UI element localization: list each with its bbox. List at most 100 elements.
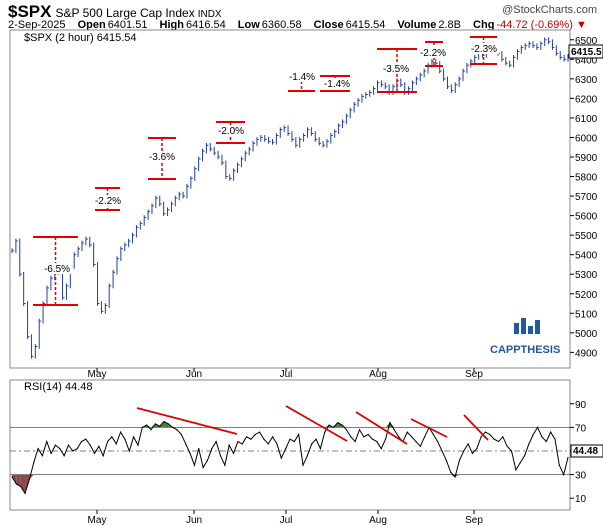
rsi-point [345,429,348,431]
price-y-axis: 4900 5000 5100 5200 5300 5400 5500 5600 5700 5800… [570,36,598,359]
rsi-point [532,433,534,436]
rsi-point [224,464,226,466]
logo-bar-icon [535,320,540,334]
high-label: High [159,19,184,31]
rsi-point [554,438,556,440]
rsi-point [311,443,313,445]
rsi-point [189,452,191,454]
rsi-point [541,436,543,438]
rsi-point [285,448,287,450]
rsi-oversold-fill [16,474,21,487]
price-series [11,37,570,359]
pullback-label-bg [287,71,317,82]
rsi-point [502,436,504,438]
rsi-point [437,440,439,443]
high-value: 6416.54 [185,19,226,31]
rsi-point [198,448,200,450]
pullback-label-bg [147,151,177,162]
logo-bar-icon [514,323,519,334]
price-y-tick-label: 6200 [575,94,598,105]
rsi-point [111,436,113,438]
rsi-point [167,423,169,425]
rsi-y-tick-label: 70 [575,423,587,434]
rsi-trend-line [355,411,408,445]
rsi-point [371,438,374,440]
rsi-point [315,438,317,440]
price-y-tick-label: 6100 [575,114,598,125]
rsi-point [63,455,65,457]
rsi-point [328,424,330,426]
rsi-point [258,431,261,433]
pullback-label: -2.2% [420,48,446,59]
rsi-point [419,445,421,447]
price-y-tick-label: 5800 [575,173,598,184]
last-rsi-tag-box [570,444,603,458]
pullback-label: -2.0% [218,126,244,137]
rsi-point [24,492,26,495]
price-y-tick-label: 5900 [575,153,598,164]
rsi-point [276,443,278,445]
price-y-tick-label: 6000 [575,133,598,144]
rsi-x-tick-label: Jul [280,515,293,526]
last-price-tag: 6415.5 [571,47,602,58]
rsi-point [20,485,22,487]
rsi-point [150,429,152,431]
rsi-point [28,478,30,480]
rsi-legend: RSI(14) 44.48 [24,381,92,393]
price-y-tick-label: 5200 [575,290,598,301]
rsi-point [523,455,526,457]
rsi-point [180,433,183,436]
rsi-point [354,440,356,443]
brand-name: CAPPTHESIS [490,344,560,356]
price-x-tick-label: Jun [186,369,202,380]
price-y-tick-label: 5700 [575,192,598,203]
price-y-tick-label: 5000 [575,329,598,340]
rsi-point [141,426,143,428]
rsi-point [293,440,295,443]
rsi-point [367,433,369,436]
chg-value: -44.72 (-0.69%) [496,19,573,31]
rsi-point [263,438,265,440]
rsi-point [89,444,91,446]
rsi-x-tick-label: Jun [186,515,202,526]
rsi-point [484,431,487,433]
rsi-point [550,431,552,433]
rsi-point [424,436,426,438]
pullback-label: -1.4% [289,72,315,83]
pullback-label-bg [93,195,123,206]
rsi-point [341,424,343,426]
rsi-point [272,436,274,438]
rsi-point [280,457,282,459]
pullback-label: -3.5% [383,64,409,75]
rsi-point [454,476,456,478]
rsi-point [54,444,57,446]
rsi-point [237,440,239,443]
rsi-panel [9,379,571,511]
rsi-point [33,462,35,464]
rsi-point [232,452,235,454]
pullback-annotations: -6.5% -2.2% -3.6% -2.0% -1.4% -1.4% -3.5% -2.2%… [33,36,499,306]
rsi-point [202,466,204,469]
price-y-tick-label: 4900 [575,348,598,359]
chart-header: $SPX S&P 500 Large Cap Index INDX [8,2,222,22]
rsi-point [267,443,269,445]
open-value: 6401.51 [107,19,148,31]
rsi-point [467,443,469,445]
rsi-overbought-fill [337,422,343,428]
rsi-point [506,445,508,447]
pullback-label-bg [418,47,448,58]
rsi-oversold-fill [20,474,26,494]
rsi-point [319,448,322,450]
rsi-point [480,436,482,438]
rsi-point [250,438,252,440]
rsi-point [302,464,304,466]
pullback-label: -1.4% [324,79,350,90]
rsi-overbought-fill [389,422,395,428]
pullback-label-bg [42,263,72,274]
rsi-point [411,436,413,438]
rsi-point [159,425,161,427]
rsi-point [146,424,148,426]
rsi-point [172,426,174,428]
logo-bar-icon [528,326,533,334]
rsi-point [463,450,465,452]
